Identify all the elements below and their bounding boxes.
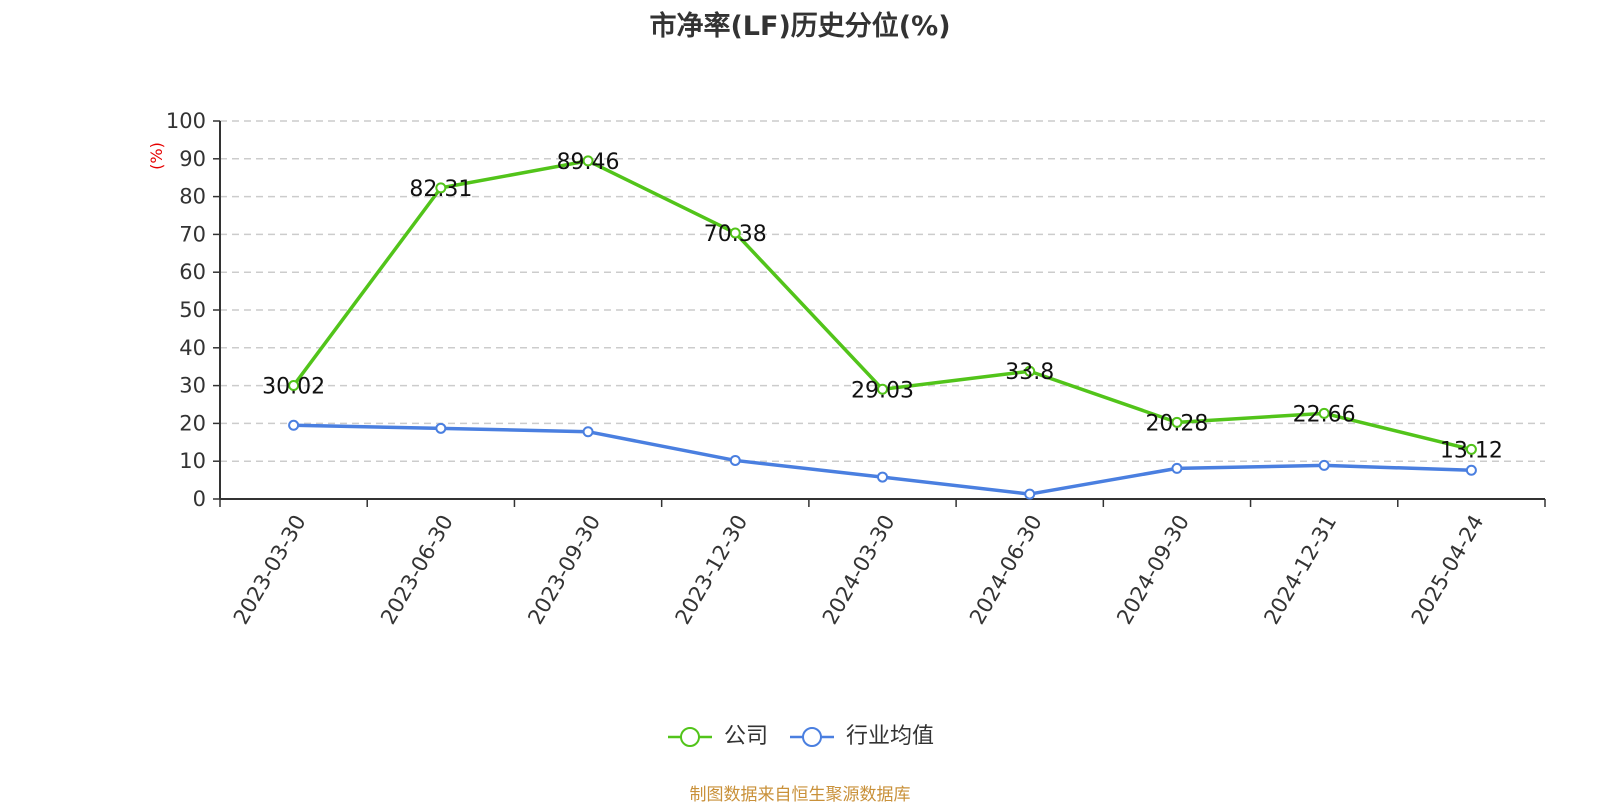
series-line-1 [293, 423, 1472, 496]
data-label: 82.31 [409, 177, 472, 202]
y-tick-label: 10 [179, 449, 206, 473]
legend-label: 公司 [723, 724, 768, 749]
x-tick-label: 2024-06-30 [965, 511, 1047, 629]
y-tick-label: 40 [179, 336, 206, 360]
data-point [1024, 365, 1036, 377]
axes: 0 10 20 30 40 50 60 70 80 90 100 2023-03-30 2023-06-… [166, 109, 1546, 629]
y-tick-label: 20 [179, 411, 206, 435]
x-tick-label: 2024-09-30 [1112, 511, 1194, 629]
data-label: 33.8 [1005, 360, 1054, 385]
y-tick-label: 90 [179, 147, 206, 171]
legend-swatch [667, 727, 712, 747]
y-tick-label: 50 [179, 298, 206, 322]
x-tick-label: 2023-09-30 [523, 511, 605, 629]
legend-swatch [790, 727, 834, 747]
x-tick-label: 2023-03-30 [229, 511, 311, 629]
y-tick-label: 30 [179, 374, 206, 398]
y-tick-label: 0 [193, 487, 206, 511]
chart-title: 市净率(LF)历史分位(%) [649, 11, 951, 42]
x-tick-label: 2025-04-24 [1407, 511, 1489, 629]
data-point [435, 422, 447, 434]
legend-label: 行业均值 [846, 724, 935, 749]
y-axis-label: (%) [147, 142, 166, 170]
data-point [1171, 462, 1183, 474]
data-label: 29.03 [851, 378, 914, 403]
data-point [435, 182, 447, 194]
x-tick-label: 2024-12-31 [1259, 511, 1341, 629]
data-point [877, 383, 888, 395]
legend: 公司 行业均值 [0, 718, 1600, 750]
data-label: 30.02 [262, 375, 325, 400]
data-point [1171, 416, 1183, 428]
legend-item[interactable]: 公司 [666, 718, 768, 750]
legend-item[interactable]: 行业均值 [788, 718, 934, 750]
data-label: 20.28 [1145, 411, 1208, 436]
y-tick-label: 100 [166, 109, 206, 133]
data-label: 89.46 [557, 150, 620, 175]
y-tick-label: 70 [179, 222, 206, 246]
data-point [582, 155, 594, 167]
data-point [729, 227, 741, 239]
data-label: 13.12 [1440, 438, 1503, 463]
data-point [582, 426, 594, 438]
data-point [1318, 459, 1330, 471]
data-point [1318, 407, 1330, 419]
data-label: 70.38 [704, 222, 767, 247]
y-tick-label: 80 [179, 185, 206, 209]
series-lines [288, 155, 1477, 500]
data-point [729, 454, 741, 466]
source-note: 制图数据来自恒生聚源数据库 [689, 785, 911, 805]
data-point [1465, 443, 1477, 455]
x-tick-label: 2023-12-30 [671, 511, 753, 629]
data-point [1465, 464, 1477, 476]
data-point [288, 419, 300, 431]
data-point [877, 471, 888, 483]
y-tick-label: 60 [179, 260, 206, 284]
x-tick-label: 2023-06-30 [376, 511, 458, 629]
data-point [288, 380, 300, 392]
data-labels: 30.02 82.31 89.46 70.38 29.03 33.8 20.28 22.66 1… [262, 150, 1503, 464]
data-label: 22.66 [1293, 402, 1356, 427]
data-point [1024, 488, 1036, 500]
x-tick-label: 2024-03-30 [818, 511, 900, 629]
